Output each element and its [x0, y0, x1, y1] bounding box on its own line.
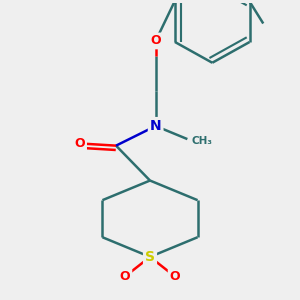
Text: O: O [74, 137, 85, 150]
Text: O: O [169, 270, 180, 283]
Text: N: N [150, 119, 161, 133]
Text: S: S [145, 250, 155, 264]
Text: CH₃: CH₃ [192, 136, 213, 146]
Text: O: O [150, 34, 161, 47]
Text: O: O [120, 270, 130, 283]
